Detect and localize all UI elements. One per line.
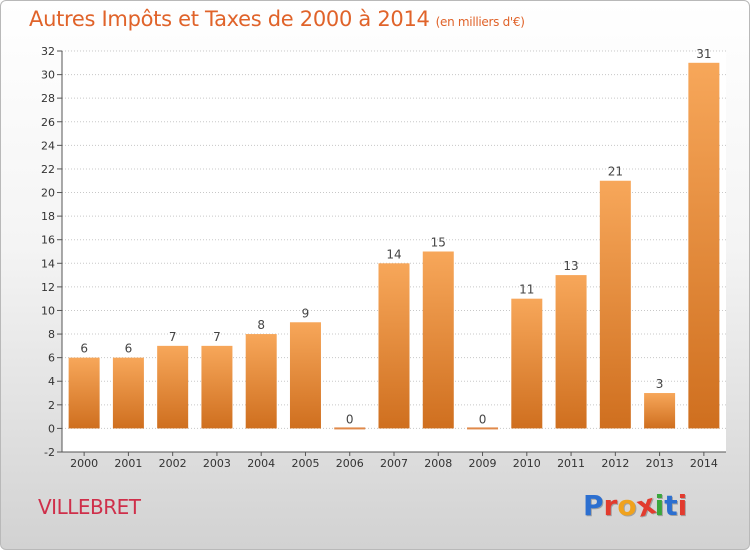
data-label: 11 xyxy=(519,283,534,297)
y-tick-label: 32 xyxy=(41,45,55,58)
chart-title: Autres Impôts et Taxes de 2000 à 2014 (en… xyxy=(29,7,525,31)
x-tick-label: 2010 xyxy=(513,457,541,470)
data-label: 31 xyxy=(696,47,711,61)
data-label: 7 xyxy=(169,330,177,344)
data-label: 6 xyxy=(125,342,133,356)
x-tick-label: 2000 xyxy=(70,457,98,470)
data-label: 14 xyxy=(386,247,401,261)
data-label: 6 xyxy=(80,342,88,356)
bar-2009 xyxy=(467,427,499,430)
logo-letter: P xyxy=(583,489,604,522)
proxiti-logo: Proxiti xyxy=(583,487,688,524)
x-tick-label: 2013 xyxy=(646,457,674,470)
y-tick-label: 16 xyxy=(41,234,55,247)
bar-2007 xyxy=(378,263,410,429)
x-tick-label: 2003 xyxy=(203,457,231,470)
y-tick-label: 24 xyxy=(41,139,55,152)
data-label: 8 xyxy=(257,318,265,332)
data-label: 13 xyxy=(563,259,578,273)
bar-2002 xyxy=(157,345,189,429)
y-tick-label: 18 xyxy=(41,210,55,223)
data-label: 7 xyxy=(213,330,221,344)
data-label: 0 xyxy=(479,412,487,426)
bar-2010 xyxy=(511,298,543,429)
bar-2006 xyxy=(334,427,366,430)
x-tick-label: 2004 xyxy=(247,457,275,470)
bar-2008 xyxy=(422,251,454,429)
y-tick-label: 14 xyxy=(41,257,55,270)
data-label: 9 xyxy=(302,306,310,320)
logo-letter: i xyxy=(677,489,688,522)
x-tick-label: 2011 xyxy=(557,457,585,470)
x-tick-label: 2007 xyxy=(380,457,408,470)
data-label: 3 xyxy=(656,377,664,391)
bar-2001 xyxy=(112,357,144,429)
y-tick-label: 20 xyxy=(41,187,55,200)
x-tick-label: 2005 xyxy=(291,457,319,470)
y-tick-label: -2 xyxy=(44,446,55,459)
bar-2004 xyxy=(245,334,277,429)
y-tick-label: 8 xyxy=(48,328,55,341)
y-tick-label: 10 xyxy=(41,304,55,317)
bar-2013 xyxy=(644,393,676,429)
bars: 6 6 7 7 8 9 0 14 15 0 11 13 21 3 31 xyxy=(68,47,720,430)
y-tick-label: 28 xyxy=(41,92,55,105)
bar-2014 xyxy=(688,62,720,429)
y-tick-label: 30 xyxy=(41,69,55,82)
data-label: 21 xyxy=(608,165,623,179)
data-label: 0 xyxy=(346,412,354,426)
y-tick-label: 2 xyxy=(48,399,55,412)
y-tick-label: 12 xyxy=(41,281,55,294)
logo-letter: o xyxy=(617,489,637,522)
bar-2000 xyxy=(68,357,100,429)
bar-2003 xyxy=(201,345,233,429)
x-tick-label: 2006 xyxy=(336,457,364,470)
data-label: 15 xyxy=(431,236,446,250)
x-tick-label: 2009 xyxy=(469,457,497,470)
bar-2012 xyxy=(599,180,631,429)
x-tick-label: 2014 xyxy=(690,457,718,470)
chart-title-text: Autres Impôts et Taxes de 2000 à 2014 xyxy=(29,7,430,31)
bar-2011 xyxy=(555,275,587,429)
logo-letter: i xyxy=(654,489,665,522)
chart-unit: (en milliers d'€) xyxy=(435,15,525,29)
x-tick-label: 2002 xyxy=(159,457,187,470)
logo-letter: r xyxy=(603,489,618,522)
y-tick-label: 4 xyxy=(48,375,55,388)
logo-letter: t xyxy=(664,489,678,522)
y-tick-label: 0 xyxy=(48,422,55,435)
y-tick-label: 6 xyxy=(48,352,55,365)
x-tick-label: 2008 xyxy=(424,457,452,470)
y-tick-label: 22 xyxy=(41,163,55,176)
bar-2005 xyxy=(289,322,321,429)
x-tick-label: 2001 xyxy=(114,457,142,470)
commune-name: VILLEBRET xyxy=(38,495,141,519)
x-tick-label: 2012 xyxy=(601,457,629,470)
y-tick-label: 26 xyxy=(41,116,55,129)
